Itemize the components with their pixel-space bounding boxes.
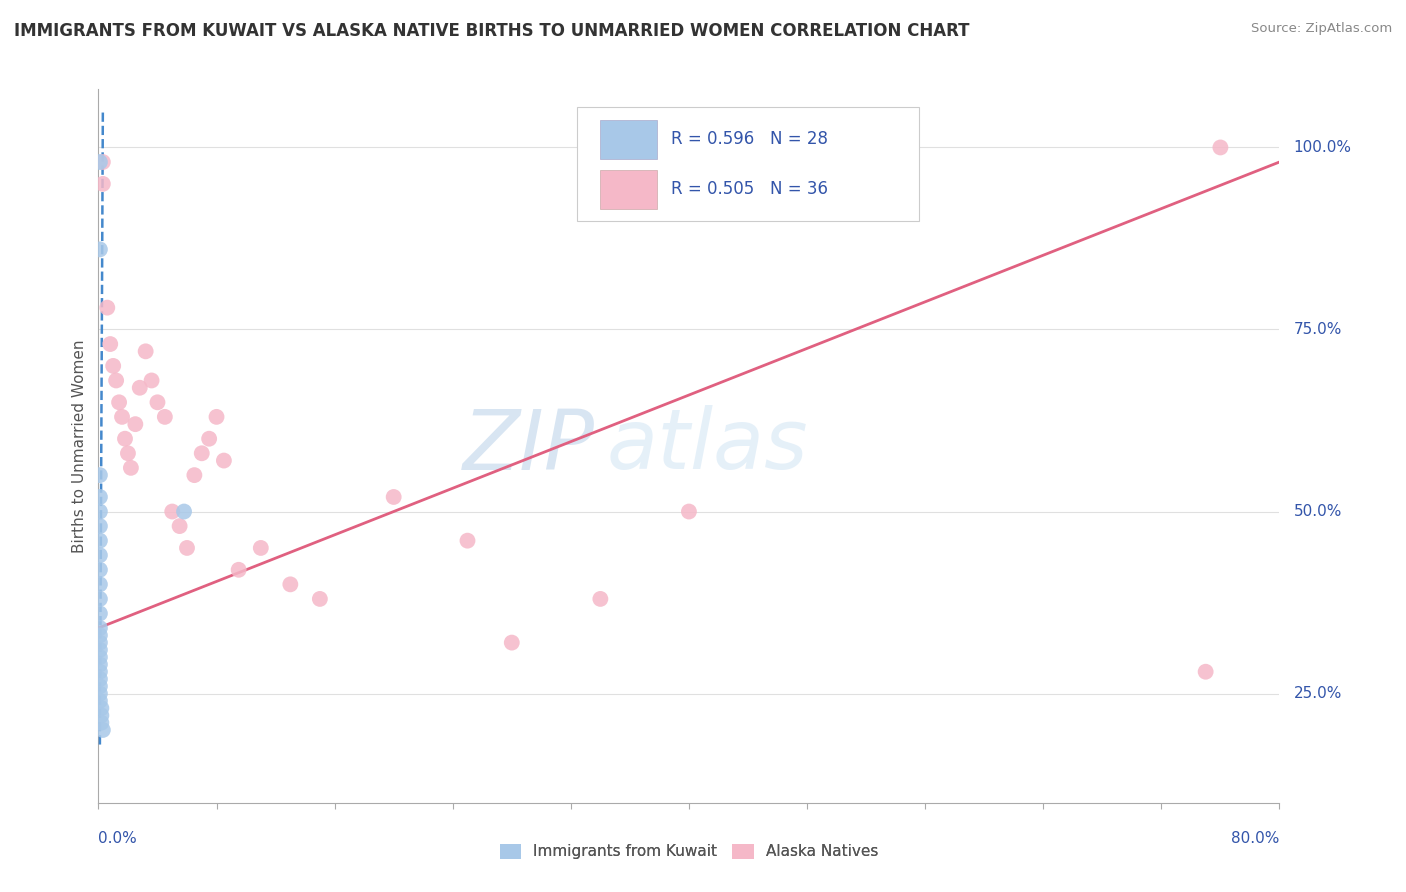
Point xyxy=(678,504,700,518)
Legend: Immigrants from Kuwait, Alaska Natives: Immigrants from Kuwait, Alaska Natives xyxy=(499,844,879,859)
Point xyxy=(169,519,191,533)
Text: R = 0.596   N = 28: R = 0.596 N = 28 xyxy=(671,130,828,148)
Point xyxy=(89,490,111,504)
Text: IMMIGRANTS FROM KUWAIT VS ALASKA NATIVE BIRTHS TO UNMARRIED WOMEN CORRELATION CH: IMMIGRANTS FROM KUWAIT VS ALASKA NATIVE … xyxy=(14,22,970,40)
Point xyxy=(89,504,111,518)
Text: R = 0.505   N = 36: R = 0.505 N = 36 xyxy=(671,180,828,198)
Point xyxy=(183,468,205,483)
Point xyxy=(89,563,111,577)
Point xyxy=(89,628,111,642)
Point xyxy=(382,490,405,504)
Point xyxy=(90,715,112,730)
Text: 50.0%: 50.0% xyxy=(1294,504,1341,519)
Text: 100.0%: 100.0% xyxy=(1294,140,1351,155)
Y-axis label: Births to Unmarried Women: Births to Unmarried Women xyxy=(72,339,87,553)
Text: Source: ZipAtlas.com: Source: ZipAtlas.com xyxy=(1251,22,1392,36)
Point xyxy=(89,577,111,591)
Text: 0.0%: 0.0% xyxy=(98,831,138,847)
Point xyxy=(89,621,111,635)
Point xyxy=(128,381,150,395)
Point xyxy=(90,708,112,723)
Point xyxy=(589,591,612,606)
Point xyxy=(162,504,183,518)
Point xyxy=(111,409,134,424)
Point xyxy=(89,548,111,562)
Point xyxy=(89,591,111,606)
Text: 25.0%: 25.0% xyxy=(1294,686,1341,701)
Point xyxy=(89,468,111,483)
Point xyxy=(89,679,111,693)
Point xyxy=(228,563,250,577)
Text: ZIP: ZIP xyxy=(463,406,595,486)
Point xyxy=(89,607,111,621)
Point xyxy=(89,635,111,649)
Point xyxy=(89,533,111,548)
Point xyxy=(153,409,176,424)
Point xyxy=(501,635,523,649)
FancyBboxPatch shape xyxy=(600,169,657,209)
Point xyxy=(146,395,169,409)
Point xyxy=(198,432,221,446)
Point xyxy=(117,446,139,460)
Point xyxy=(124,417,146,432)
Point xyxy=(91,155,114,169)
Point xyxy=(108,395,131,409)
Point xyxy=(91,177,114,191)
Point xyxy=(456,533,478,548)
Point xyxy=(89,519,111,533)
Point xyxy=(89,657,111,672)
FancyBboxPatch shape xyxy=(576,107,920,221)
Point xyxy=(205,409,228,424)
Point xyxy=(1195,665,1218,679)
Point xyxy=(250,541,273,555)
Point xyxy=(278,577,302,591)
Point xyxy=(120,460,142,475)
Point xyxy=(89,687,111,701)
Point xyxy=(173,504,195,518)
Point xyxy=(212,453,235,467)
Point xyxy=(103,359,125,373)
Point xyxy=(89,694,111,708)
Point xyxy=(89,650,111,665)
FancyBboxPatch shape xyxy=(600,120,657,159)
Text: 80.0%: 80.0% xyxy=(1232,831,1279,847)
Point xyxy=(89,155,111,169)
Point xyxy=(105,374,128,388)
Point xyxy=(90,701,112,715)
Point xyxy=(89,243,111,257)
Point xyxy=(176,541,198,555)
Point xyxy=(96,301,118,315)
Point xyxy=(191,446,214,460)
Point xyxy=(98,337,121,351)
Point xyxy=(89,643,111,657)
Point xyxy=(141,374,163,388)
Point xyxy=(309,591,332,606)
Point xyxy=(114,432,136,446)
Point xyxy=(91,723,114,737)
Text: atlas: atlas xyxy=(606,406,808,486)
Point xyxy=(89,672,111,686)
Point xyxy=(1209,140,1232,154)
Point xyxy=(135,344,157,359)
Text: 75.0%: 75.0% xyxy=(1294,322,1341,337)
Point xyxy=(89,665,111,679)
